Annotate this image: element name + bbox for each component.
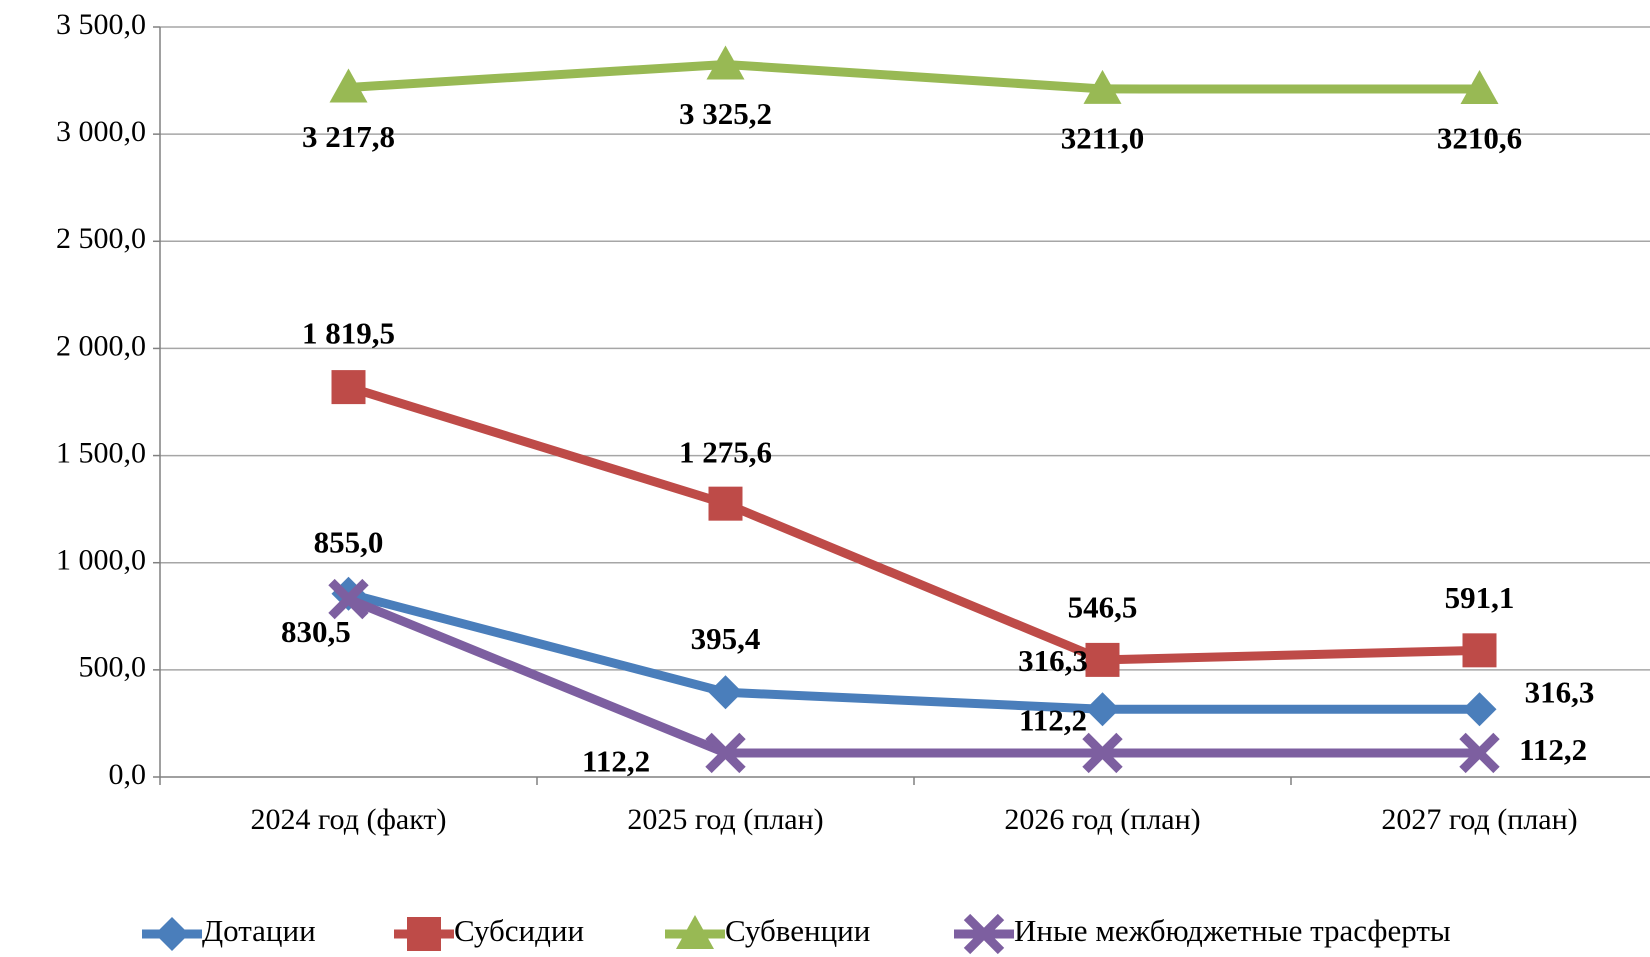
data-point <box>331 370 366 405</box>
legend-label: Дотации <box>202 913 316 948</box>
data-label: 591,1 <box>1445 580 1515 615</box>
y-tick-label: 1 000,0 <box>56 544 146 577</box>
y-tick-label: 500,0 <box>79 651 147 684</box>
data-label: 316,3 <box>1018 643 1088 678</box>
x-tick-label: 2024 год (факт) <box>251 803 447 836</box>
data-label: 112,2 <box>582 744 650 779</box>
legend-marker <box>407 917 441 951</box>
data-label: 3 325,2 <box>679 96 772 131</box>
x-tick-label: 2027 год (план) <box>1381 803 1577 836</box>
data-point <box>1460 70 1499 105</box>
series-line <box>346 594 1480 758</box>
x-tick-label: 2026 год (план) <box>1004 803 1200 836</box>
series-line <box>348 59 1480 94</box>
data-point <box>1459 732 1500 774</box>
data-point <box>328 578 369 620</box>
legend-label: Иные межбюджетные трасферты <box>1014 913 1451 948</box>
data-point <box>706 45 745 80</box>
data-point <box>708 486 743 521</box>
legend-marker <box>155 917 189 951</box>
data-label: 3 217,8 <box>302 119 395 154</box>
y-tick-label: 3 000,0 <box>56 115 146 148</box>
legend-label: Субвенции <box>725 913 870 948</box>
data-label: 112,2 <box>1019 703 1087 738</box>
data-point <box>1462 692 1497 727</box>
data-point <box>1083 69 1122 104</box>
legend-marker <box>676 915 714 949</box>
series-line <box>347 589 1480 714</box>
data-point <box>708 675 743 710</box>
data-point <box>705 732 746 774</box>
data-point <box>1082 732 1123 774</box>
legend-label: Субсидии <box>454 913 584 948</box>
data-point <box>329 68 368 103</box>
data-label: 3210,6 <box>1437 121 1522 156</box>
legend-marker <box>963 913 1005 955</box>
data-label: 3211,0 <box>1061 121 1145 156</box>
legend-item: Субсидии <box>394 913 584 948</box>
y-tick-label: 3 500,0 <box>56 8 146 41</box>
data-label: 855,0 <box>314 524 384 559</box>
data-label: 546,5 <box>1068 590 1138 625</box>
data-point <box>1085 692 1120 727</box>
x-tick-label: 2025 год (план) <box>627 803 823 836</box>
series-line <box>347 382 1480 665</box>
data-label: 830,5 <box>281 614 351 649</box>
data-label: 316,3 <box>1525 675 1595 710</box>
y-tick-label: 0,0 <box>109 758 147 791</box>
legend-item: Иные межбюджетные трасферты <box>954 913 1451 948</box>
data-point <box>1085 642 1120 677</box>
y-tick-label: 2 000,0 <box>56 329 146 362</box>
legend-item: Субвенции <box>665 913 870 948</box>
data-label: 1 819,5 <box>302 316 395 351</box>
data-label: 112,2 <box>1519 732 1587 767</box>
y-tick-label: 1 500,0 <box>56 436 146 469</box>
legend-item: Дотации <box>142 913 316 948</box>
data-label: 1 275,6 <box>679 434 772 469</box>
data-point <box>1462 633 1497 668</box>
y-tick-label: 2 500,0 <box>56 222 146 255</box>
data-label: 395,4 <box>691 621 761 656</box>
